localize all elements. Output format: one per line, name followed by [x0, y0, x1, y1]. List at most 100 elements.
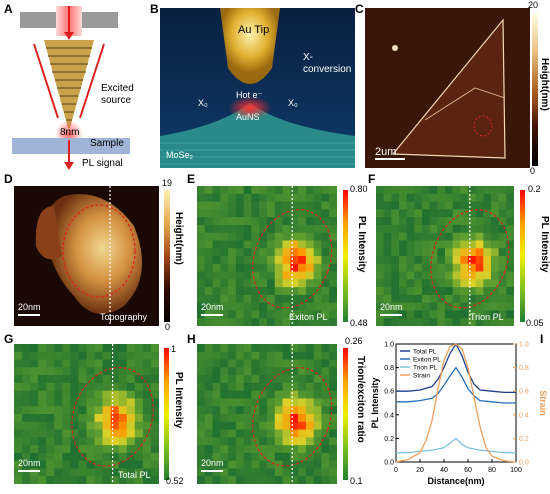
heatmap-pixel	[220, 294, 229, 304]
heatmap-pixel	[110, 359, 120, 368]
heatmap-pixel	[197, 240, 206, 249]
heatmap-pixel	[383, 186, 392, 195]
heatmap-pixel	[282, 318, 291, 326]
heatmap-pixel	[46, 382, 55, 392]
heatmap-pixel	[483, 193, 492, 203]
heatmap-pixel	[220, 367, 229, 376]
heatmap-pixel	[197, 209, 206, 218]
heatmap-pixel	[228, 217, 237, 226]
heatmap-pixel	[429, 209, 438, 218]
heatmap-pixel	[445, 193, 454, 203]
x-tick-label: 0	[394, 467, 398, 474]
panel-i: I 0 20 40 60 80 100 0.0 0.2 0.4 0.6 0.8 1.0 0.0 0.2 0.…	[366, 332, 550, 489]
heatmap-pixel	[267, 421, 276, 431]
heatmap-pixel	[243, 359, 252, 368]
heatmap-pixel	[204, 209, 214, 218]
heatmap-pixel	[14, 429, 23, 438]
heatmap-pixel	[259, 398, 268, 407]
heatmap-pixel	[267, 294, 276, 304]
heatmap-pixel	[298, 351, 307, 361]
heatmap-pixel	[406, 224, 415, 234]
heatmap-pixel	[212, 294, 221, 304]
heatmap-pixel	[445, 318, 454, 326]
heatmap-pixel	[259, 302, 268, 311]
heatmap-pixel	[274, 294, 284, 304]
heatmap-pixel	[376, 217, 385, 226]
heatmap-pixel	[452, 287, 461, 296]
heatmap-pixel	[498, 193, 507, 203]
mose2-label: MoSe₂	[166, 150, 194, 160]
heatmap-pixel	[498, 310, 507, 319]
y2-tick-label: 0.2	[519, 436, 529, 443]
heatmap-pixel	[212, 414, 221, 423]
heatmap-pixel	[468, 201, 477, 210]
heatmap-pixel	[298, 256, 307, 265]
heatmap-pixel	[30, 452, 39, 462]
heatmap-pixel	[329, 375, 337, 384]
heatmap-pixel	[46, 421, 55, 431]
heatmap-pixel	[204, 224, 214, 234]
heatmap-pixel	[235, 414, 245, 423]
heatmap-pixel	[86, 398, 96, 407]
heatmap-pixel	[282, 287, 291, 296]
heatmap-pixel	[118, 382, 128, 392]
heatmap-pixel	[298, 476, 307, 484]
heatmap-pixel	[102, 375, 112, 384]
dashed-region-outline	[430, 209, 510, 309]
heatmap-pixel	[329, 248, 337, 257]
panel-a: A Excited source 8n	[0, 0, 150, 170]
colorbar-max: 0.80	[350, 184, 368, 194]
heatmap-pixel	[14, 421, 23, 431]
heatmap-pixel	[267, 460, 276, 469]
heatmap-pixel	[321, 294, 330, 304]
heatmap-pixel	[204, 248, 214, 257]
heatmap-pixel	[445, 287, 454, 296]
heatmap-pixel	[228, 248, 237, 257]
heatmap-pixel	[452, 294, 461, 304]
heatmap-pixel	[491, 209, 500, 218]
heatmap-pixel	[445, 201, 454, 210]
heatmap-pixel	[290, 263, 299, 273]
heatmap-pixel	[290, 390, 299, 399]
heatmap-pixel	[212, 240, 221, 249]
heatmap-pixel	[228, 445, 237, 454]
heatmap-pixel	[102, 468, 112, 477]
heatmap-pixel	[290, 240, 299, 249]
heatmap-pixel	[414, 287, 423, 296]
heatmap-pixel	[220, 460, 229, 469]
heatmap-pixel	[305, 421, 315, 431]
heatmap-pixel	[212, 201, 221, 210]
heatmap-pixel	[86, 476, 96, 484]
heatmap-pixel	[329, 406, 337, 415]
heatmap-pixel	[94, 429, 104, 438]
heatmap-pixel	[204, 256, 214, 265]
heatmap-pixel	[290, 429, 299, 438]
heatmap-pixel	[126, 375, 136, 384]
heatmap-pixel	[274, 287, 284, 296]
topography-image	[14, 186, 159, 326]
heatmap-pixel	[274, 217, 284, 226]
heatmap-pixel	[102, 452, 112, 462]
heatmap-pixel	[321, 201, 330, 210]
heatmap-pixel	[228, 310, 237, 319]
heatmap-pixel	[406, 263, 415, 273]
heatmap-pixel	[204, 193, 214, 203]
heatmap-pixel	[321, 193, 330, 203]
heatmap-pixel	[282, 232, 291, 241]
heatmap-pixel	[118, 414, 128, 423]
heatmap-pixel	[491, 193, 500, 203]
heatmap-pixel	[134, 351, 144, 361]
heatmap-pixel	[460, 224, 469, 234]
heatmap-pixel	[38, 460, 47, 469]
heatmap-pixel	[282, 193, 291, 203]
heatmap-pixel	[251, 359, 260, 368]
heatmap-pixel	[313, 398, 322, 407]
heatmap-pixel	[452, 248, 461, 257]
heatmap-pixel	[267, 375, 276, 384]
heatmap-pixel	[118, 421, 128, 431]
heatmap-pixel	[142, 398, 152, 407]
heatmap-pixel	[30, 375, 39, 384]
heatmap-pixel	[329, 382, 337, 392]
heatmap-pixel	[267, 452, 276, 462]
heatmap-pixel	[243, 390, 252, 399]
